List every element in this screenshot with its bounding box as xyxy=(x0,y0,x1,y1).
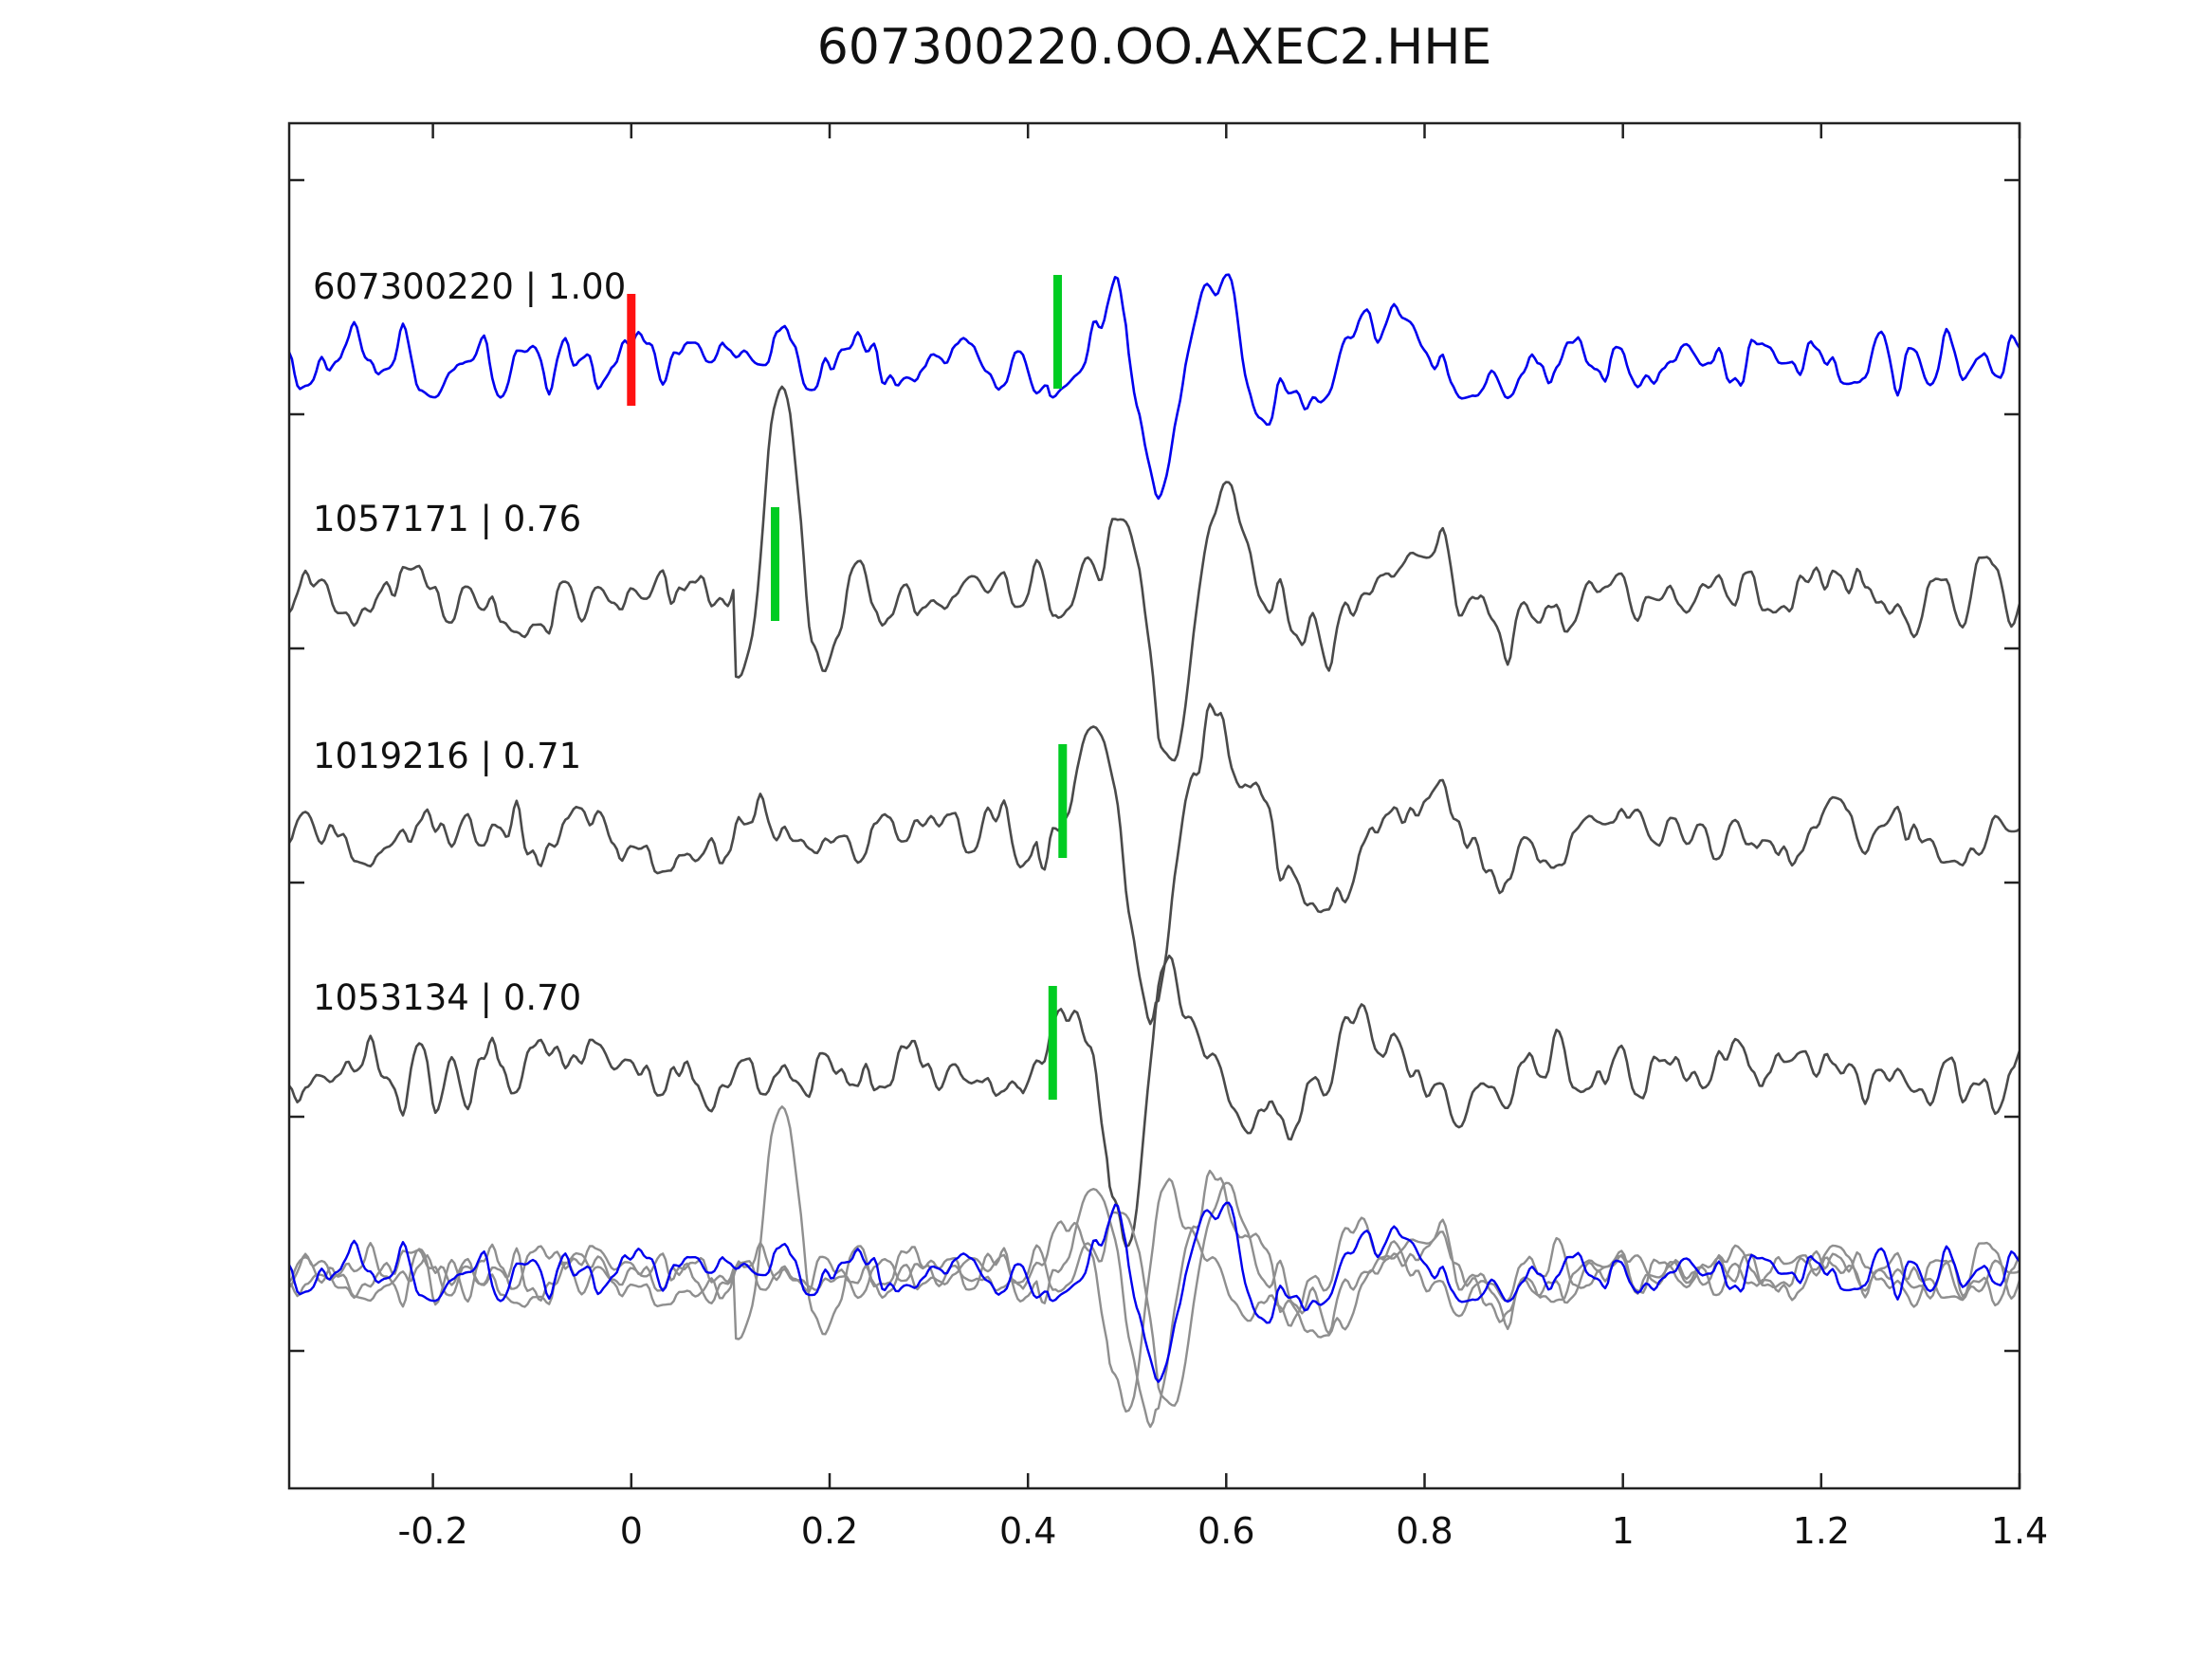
x-tick-label: 0 xyxy=(620,1510,643,1552)
trace-label-1053134: 1053134 | 0.70 xyxy=(313,977,581,1018)
overlay-waveform-1057171 xyxy=(289,1105,2020,1407)
overlay-waveform-1053134 xyxy=(289,1177,2020,1413)
trace-waveform-1057171 xyxy=(289,385,2020,762)
figure-title: 607300220.OO.AXEC2.HHE xyxy=(816,19,1492,76)
trace-waveform-1019216 xyxy=(289,702,2020,1026)
trace-label-1057171: 1057171 | 0.76 xyxy=(313,499,581,539)
plot-border xyxy=(287,121,2021,1490)
trace-label-607300220: 607300220 | 1.00 xyxy=(313,266,626,307)
x-tick-label: 0.6 xyxy=(1197,1510,1254,1552)
x-tick-label: 1.4 xyxy=(1991,1510,2048,1552)
x-tick-label: 1 xyxy=(1612,1510,1635,1552)
x-tick-label: -0.2 xyxy=(398,1510,468,1552)
trace-label-1019216: 1019216 | 0.71 xyxy=(313,736,581,776)
x-tick-label: 0.4 xyxy=(999,1510,1056,1552)
x-tick-label: 0.2 xyxy=(801,1510,858,1552)
trace-waveform-607300220 xyxy=(289,273,2020,501)
x-tick-label: 0.8 xyxy=(1396,1510,1453,1552)
overlay-waveform-1019216 xyxy=(289,1169,2020,1429)
trace-waveform-1053134 xyxy=(289,954,2020,1249)
x-tick-label: 1.2 xyxy=(1793,1510,1850,1552)
overlay-waveform-607300220 xyxy=(289,1201,2020,1383)
